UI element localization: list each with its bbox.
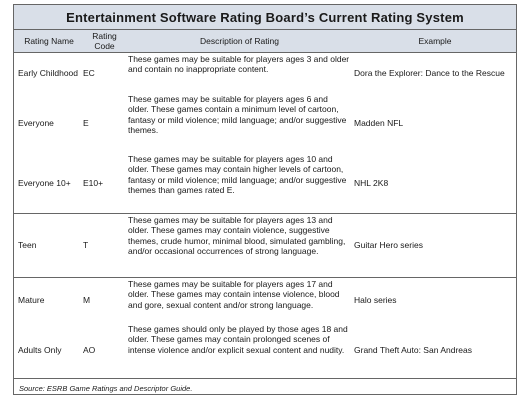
example-cell: NHL 2K8 <box>354 177 389 188</box>
rating-name-cell: Everyone <box>18 117 54 128</box>
example-cell: Dora the Explorer: Dance to the Rescue <box>354 67 505 78</box>
table-row: Mature M These games may be suitable for… <box>14 278 516 323</box>
rating-table: Entertainment Software Rating Board’s Cu… <box>13 4 517 395</box>
rating-name-cell: Teen <box>18 240 37 251</box>
table-row: Adults Only AO These games should only b… <box>14 323 516 378</box>
source-note: Source: ESRB Game Ratings and Descriptor… <box>14 378 516 397</box>
header-rating-name: Rating Name <box>24 36 74 46</box>
example-cell: Halo series <box>354 295 397 306</box>
rating-name-cell: Adults Only <box>18 345 62 356</box>
rating-code-cell: E <box>83 117 89 128</box>
table-title: Entertainment Software Rating Board’s Cu… <box>14 5 516 30</box>
description-cell: These games may be suitable for players … <box>128 215 346 257</box>
table-row: Everyone E These games may be suitable f… <box>14 93 516 153</box>
header-example: Example <box>418 36 452 46</box>
rating-name-cell: Everyone 10+ <box>18 177 71 188</box>
table-row: Early Childhood EC These games may be su… <box>14 53 516 93</box>
example-cell: Grand Theft Auto: San Andreas <box>354 345 472 356</box>
header-row: Rating Name Rating Code Description of R… <box>14 30 516 53</box>
description-cell: These games may be suitable for players … <box>128 279 340 310</box>
rating-code-cell: T <box>83 240 89 251</box>
description-cell: These games may be suitable for players … <box>128 54 350 75</box>
example-cell: Madden NFL <box>354 117 404 128</box>
table-row: Everyone 10+ E10+ These games may be sui… <box>14 153 516 214</box>
rating-code-cell: M <box>83 295 91 306</box>
example-cell: Guitar Hero series <box>354 240 423 251</box>
rating-code-cell: EC <box>83 67 95 78</box>
table-row: Teen T These games may be suitable for p… <box>14 214 516 278</box>
description-cell: These games may be suitable for players … <box>128 154 347 196</box>
rating-code-cell: AO <box>83 345 96 356</box>
description-cell: These games should only be played by tho… <box>128 324 348 355</box>
description-cell: These games may be suitable for players … <box>128 94 347 136</box>
header-rating-code: Rating Code <box>92 31 117 51</box>
rating-code-cell: E10+ <box>83 177 104 188</box>
header-description: Description of Rating <box>200 36 279 46</box>
rating-name-cell: Mature <box>18 295 45 306</box>
rating-name-cell: Early Childhood <box>18 67 79 78</box>
